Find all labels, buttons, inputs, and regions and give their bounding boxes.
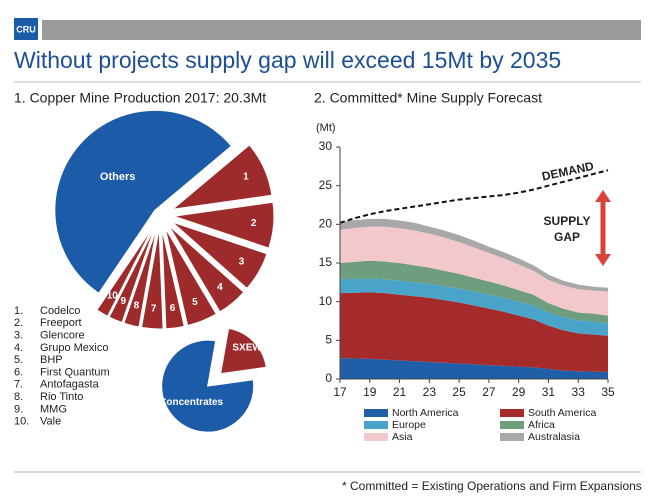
x-tick-label: 35 [601, 385, 615, 399]
legend-name: BHP [40, 354, 63, 366]
slice-label: 10 [107, 291, 119, 302]
legend-number: 10. [14, 416, 29, 428]
logo-box [14, 18, 38, 40]
pie-slice [108, 227, 156, 324]
pie-slice [164, 227, 217, 327]
legend-swatch [500, 409, 524, 417]
y-tick-label: 5 [325, 333, 332, 347]
legend-number: 6. [14, 366, 23, 378]
legend-number: 1. [14, 305, 23, 317]
x-tick-label: 29 [512, 385, 526, 399]
legend-label: Africa [528, 419, 555, 431]
legend-label: Australasia [528, 431, 580, 443]
y-tick-label: 20 [319, 217, 333, 231]
gap-label: GAP [554, 230, 580, 244]
pie-slice [54, 109, 233, 294]
x-tick-label: 27 [482, 385, 496, 399]
y-tick-label: 15 [319, 255, 333, 269]
legend-swatch [364, 433, 388, 441]
slice-label: 1 [243, 171, 249, 182]
y-tick-label: 10 [319, 294, 333, 308]
slice-label: 9 [121, 296, 127, 307]
pie-slice [220, 327, 267, 375]
legend-name: Antofagasta [40, 379, 100, 391]
legend-number: 5. [14, 354, 23, 366]
legend-label: South America [528, 407, 596, 419]
footnote: * Committed = Existing Operations and Fi… [342, 479, 642, 493]
legend-swatch [364, 409, 388, 417]
pie-slice [161, 228, 185, 330]
pie-slice [171, 144, 273, 211]
legend-swatch [364, 421, 388, 429]
area [340, 218, 608, 292]
pie-slice [96, 226, 154, 317]
slice-label: SXEW [232, 343, 262, 354]
legend-label: Asia [392, 431, 413, 443]
supply-gap-arrow [595, 190, 611, 266]
legend-name: Rio Tinto [40, 391, 83, 403]
x-tick-label: 17 [333, 385, 347, 399]
legend-label: North America [392, 407, 459, 419]
pie-slice [123, 228, 157, 328]
right-chart-title: 2. Committed* Mine Supply Forecast [314, 90, 542, 106]
slice-label: 4 [217, 282, 223, 293]
slice-label: 5 [192, 297, 198, 308]
legend-name: Freeport [40, 317, 82, 329]
pie-slice [168, 225, 245, 313]
legend-name: MMG [40, 403, 67, 415]
slice-label: 7 [151, 303, 157, 314]
y-axis-label: (Mt) [316, 122, 336, 134]
legend-number: 4. [14, 342, 23, 354]
y-tick-label: 25 [319, 178, 333, 192]
legend-label: Europe [392, 419, 426, 431]
slice-label: 3 [239, 257, 245, 268]
legend-name: Vale [40, 416, 61, 428]
header-bar [42, 20, 641, 40]
gap-label: SUPPLY [544, 214, 591, 228]
slice-label: 8 [134, 301, 140, 312]
area [340, 260, 608, 324]
x-tick-label: 25 [452, 385, 466, 399]
legend-name: First Quantum [40, 366, 110, 378]
legend-number: 8. [14, 391, 23, 403]
legend-swatch [500, 421, 524, 429]
area [340, 292, 608, 373]
y-tick-label: 30 [319, 139, 333, 153]
pie-slice [171, 221, 268, 290]
slice-label: 2 [251, 218, 257, 229]
x-tick-label: 33 [572, 385, 586, 399]
legend-number: 2. [14, 317, 23, 329]
x-tick-label: 23 [423, 385, 437, 399]
demand-line [339, 169, 609, 224]
left-chart-title: 1. Copper Mine Production 2017: 20.3Mt [14, 90, 266, 106]
legend-number: 7. [14, 379, 23, 391]
pie-slice [161, 339, 255, 433]
logo: CRU [16, 24, 36, 34]
legend-swatch [500, 433, 524, 441]
slice-label: Concentrates [159, 397, 223, 408]
x-tick-label: 31 [542, 385, 556, 399]
slide-title: Without projects supply gap will exceed … [14, 47, 561, 73]
legend-number: 9. [14, 403, 23, 415]
slice-label: 6 [170, 303, 176, 314]
area [340, 278, 608, 336]
x-tick-label: 19 [363, 385, 377, 399]
y-tick-label: 0 [325, 371, 332, 385]
legend-number: 3. [14, 330, 23, 342]
pie-slice [173, 201, 275, 249]
area [340, 226, 608, 316]
legend-name: Glencore [40, 330, 85, 342]
area [340, 358, 608, 379]
x-tick-label: 21 [393, 385, 407, 399]
pie-slice [140, 228, 164, 330]
legend-name: Codelco [40, 305, 80, 317]
legend-name: Grupo Mexico [40, 342, 108, 354]
slice-label: Others [100, 171, 135, 183]
